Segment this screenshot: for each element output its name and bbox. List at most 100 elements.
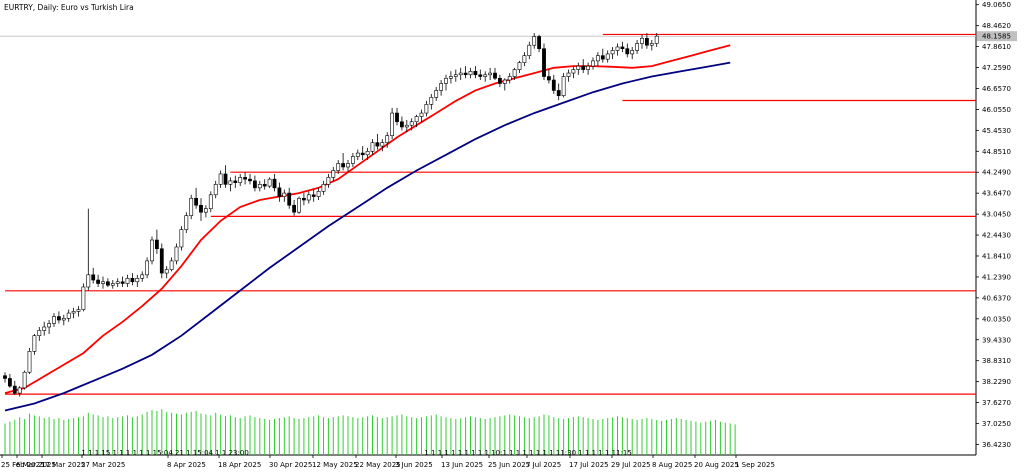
volume-label: 1 1 1 15 1 1 1 1 1 1 15:04 21 1 15:04 1 … <box>81 449 248 457</box>
candle <box>365 147 370 161</box>
candle <box>517 60 522 74</box>
time-tick-label: 30 Apr 2025 <box>269 461 312 469</box>
price-tick-label: 38.8310 <box>982 357 1011 365</box>
candle <box>150 236 154 265</box>
price-tick-label: 45.4530 <box>982 127 1011 135</box>
candle <box>96 274 101 287</box>
candle-body <box>399 121 404 128</box>
candle-body <box>66 312 71 319</box>
candle-body <box>311 194 316 197</box>
price-tick-label: 42.4430 <box>982 232 1011 240</box>
candle <box>169 257 174 272</box>
candle-body <box>96 279 101 284</box>
candle-body <box>140 274 145 279</box>
candle <box>625 43 630 58</box>
candle <box>37 326 42 341</box>
candle-body <box>341 163 346 168</box>
candle <box>140 271 145 282</box>
candle-body <box>174 246 179 262</box>
candle <box>473 66 478 79</box>
candle <box>47 320 52 334</box>
candle-body <box>120 281 125 284</box>
candle <box>630 46 635 60</box>
candle-body <box>17 387 22 394</box>
candle-body <box>42 326 47 331</box>
candle <box>522 52 527 67</box>
time-tick-label: 17 Mar 2025 <box>41 461 85 469</box>
price-tick-label: 38.2290 <box>982 378 1011 386</box>
candle <box>292 200 297 216</box>
candle <box>434 86 439 101</box>
candle-body <box>321 184 326 192</box>
candle <box>635 40 640 54</box>
candle <box>424 100 429 117</box>
candle <box>213 180 218 199</box>
current-price-box <box>977 31 1017 42</box>
time-tick-label: 12 May 2025 <box>312 461 358 469</box>
candle-body <box>566 72 571 77</box>
candle <box>208 191 213 213</box>
candle-body <box>473 71 478 76</box>
candle <box>204 205 208 218</box>
candle <box>620 41 625 53</box>
candle <box>640 34 644 49</box>
candle <box>76 306 81 317</box>
candle <box>159 243 164 279</box>
candle-body <box>522 55 527 63</box>
candle <box>223 165 228 188</box>
candle-body <box>439 83 444 91</box>
candle-body <box>478 74 483 77</box>
candle-body <box>277 187 282 197</box>
candle-body <box>591 60 595 67</box>
candle-body <box>22 371 27 389</box>
candle <box>272 173 277 192</box>
candle-body <box>542 48 546 77</box>
candle <box>448 71 453 84</box>
candle-body <box>434 90 439 98</box>
candle <box>228 177 233 192</box>
candle-body <box>581 65 586 70</box>
candle-body <box>444 77 448 84</box>
candle-body <box>649 43 654 46</box>
candle-body <box>380 142 385 147</box>
candle-body <box>605 53 610 60</box>
candle <box>3 372 7 383</box>
candle <box>497 74 502 87</box>
candle <box>233 175 238 188</box>
candle <box>453 69 458 82</box>
candle-body <box>365 151 370 156</box>
candle-body <box>556 90 561 96</box>
candle-body <box>208 194 213 210</box>
candle-body <box>61 317 66 321</box>
candle-body <box>390 112 395 136</box>
time-tick-label: 27 Mar 2025 <box>81 461 125 469</box>
candle-body <box>512 69 517 77</box>
candle-body <box>282 192 287 197</box>
candle-body <box>375 142 380 147</box>
candle-body <box>155 239 159 250</box>
candle-body <box>625 48 630 55</box>
price-tick-label: 37.6270 <box>982 399 1011 407</box>
candle-body <box>360 152 365 156</box>
candle-body <box>179 229 184 248</box>
candle <box>120 276 125 287</box>
candle-body <box>537 36 542 50</box>
candle <box>135 274 140 287</box>
candle-body <box>86 274 91 288</box>
candle-body <box>32 335 37 352</box>
candle <box>395 107 399 126</box>
candle-body <box>150 239 154 262</box>
candle <box>370 139 375 155</box>
volume-label: 1 1 1 1 1 1 1 1 1 1 10:1 1 1 1 1 1 1 1 1… <box>424 449 631 457</box>
candle <box>493 67 497 81</box>
candle <box>32 333 37 355</box>
candle-body <box>527 44 532 56</box>
candle <box>91 267 96 284</box>
candle <box>586 62 591 75</box>
candle <box>576 62 581 75</box>
candle <box>581 59 586 74</box>
candle <box>125 274 130 287</box>
time-tick-label: 20 Aug 2025 <box>694 461 739 469</box>
